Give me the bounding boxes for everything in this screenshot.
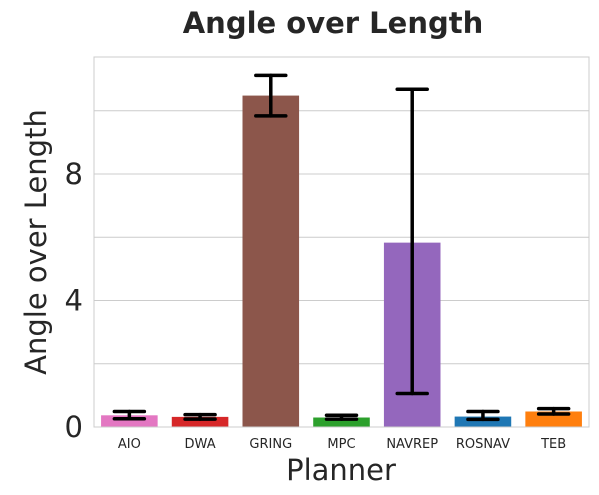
- x-tick-label: ROSNAV: [456, 437, 510, 452]
- bars: [101, 95, 582, 427]
- y-tick-label: 0: [65, 410, 83, 444]
- x-tick-labels: AIO DWA GRING MPC NAVREP ROSNAV TEB: [118, 437, 566, 452]
- y-tick-label: 8: [65, 157, 83, 191]
- error-bar-mpc: [324, 413, 359, 421]
- y-axis-label: Angle over Length: [19, 109, 53, 375]
- x-tick-label: GRING: [249, 437, 292, 452]
- y-tick-labels: 0 4 8: [65, 157, 83, 444]
- bar-aio: [101, 415, 158, 427]
- x-tick-label: TEB: [540, 437, 566, 452]
- grid-lines: [94, 110, 589, 365]
- x-tick-label: AIO: [118, 437, 141, 452]
- error-bar-dwa: [183, 412, 217, 421]
- bar-gring: [242, 95, 300, 427]
- bar-mpc: [313, 417, 370, 427]
- x-tick-label: DWA: [185, 437, 216, 452]
- x-axis-label: Planner: [286, 453, 396, 487]
- error-bar-teb: [536, 406, 571, 416]
- y-tick-label: 4: [65, 284, 83, 318]
- bar-rosnav: [454, 416, 512, 427]
- error-bars: [112, 73, 571, 422]
- error-bar-navrep: [395, 87, 429, 396]
- chart-title: Angle over Length: [183, 6, 484, 40]
- x-tick-label: MPC: [327, 437, 355, 452]
- bar-dwa: [171, 416, 229, 427]
- x-tick-label: NAVREP: [386, 437, 438, 452]
- error-bar-aio: [112, 409, 147, 421]
- error-bar-gring: [254, 73, 288, 118]
- plot-frame: [93, 56, 590, 428]
- error-bar-rosnav: [466, 409, 500, 422]
